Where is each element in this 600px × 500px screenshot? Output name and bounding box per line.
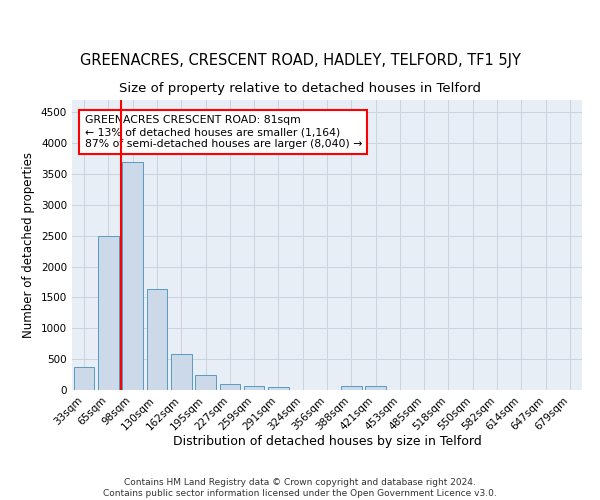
Y-axis label: Number of detached properties: Number of detached properties: [22, 152, 35, 338]
Bar: [341, 386, 362, 390]
Bar: [268, 387, 289, 390]
Bar: [220, 384, 240, 390]
Bar: [365, 386, 386, 390]
Bar: [171, 354, 191, 390]
Text: Distribution of detached houses by size in Telford: Distribution of detached houses by size …: [173, 435, 481, 448]
Text: Contains HM Land Registry data © Crown copyright and database right 2024.
Contai: Contains HM Land Registry data © Crown c…: [103, 478, 497, 498]
Text: GREENACRES, CRESCENT ROAD, HADLEY, TELFORD, TF1 5JY: GREENACRES, CRESCENT ROAD, HADLEY, TELFO…: [80, 52, 520, 68]
Bar: [146, 290, 167, 390]
Bar: [74, 367, 94, 390]
Text: Size of property relative to detached houses in Telford: Size of property relative to detached ho…: [119, 82, 481, 95]
Bar: [122, 162, 143, 390]
Bar: [195, 375, 216, 390]
Bar: [244, 386, 265, 390]
Text: GREENACRES CRESCENT ROAD: 81sqm
← 13% of detached houses are smaller (1,164)
87%: GREENACRES CRESCENT ROAD: 81sqm ← 13% of…: [85, 116, 362, 148]
Bar: [98, 236, 119, 390]
